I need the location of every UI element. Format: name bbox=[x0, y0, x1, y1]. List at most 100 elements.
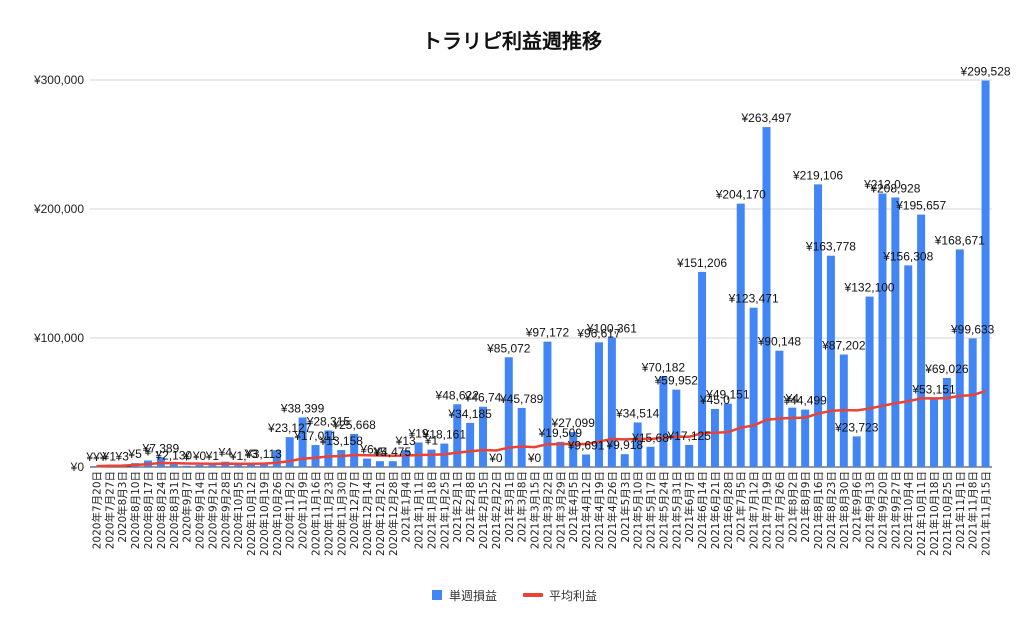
bar[interactable] bbox=[375, 461, 384, 467]
bar[interactable] bbox=[801, 409, 810, 467]
data-label: ¥34,514 bbox=[615, 406, 660, 420]
x-tick-label: 2021年9月20日 bbox=[876, 471, 889, 549]
bar[interactable] bbox=[298, 417, 307, 467]
chart-title: トラリピ利益週推移 bbox=[422, 29, 602, 53]
bar[interactable] bbox=[234, 465, 243, 467]
x-tick-label: 2021年3月29日 bbox=[554, 471, 567, 549]
bar[interactable] bbox=[607, 337, 616, 467]
bar[interactable] bbox=[594, 342, 603, 467]
bar[interactable] bbox=[775, 350, 784, 467]
x-tick-label: 2021年7月19日 bbox=[761, 471, 774, 549]
bar[interactable] bbox=[762, 127, 771, 467]
x-tick-label: 2020年12月28日 bbox=[387, 471, 400, 556]
bar[interactable] bbox=[569, 432, 578, 467]
bar[interactable] bbox=[981, 80, 990, 468]
bar[interactable] bbox=[247, 463, 256, 467]
x-tick-label: 2020年10月5日 bbox=[232, 471, 245, 549]
x-tick-label: 2021年8月2日 bbox=[786, 471, 799, 543]
bar[interactable] bbox=[698, 271, 707, 467]
bar[interactable] bbox=[633, 422, 642, 467]
data-label: ¥3 bbox=[115, 449, 130, 463]
bar[interactable] bbox=[955, 249, 964, 467]
bar[interactable] bbox=[504, 357, 513, 467]
x-tick-label: 2020年8月31日 bbox=[168, 471, 181, 549]
x-tick-label: 2021年8月9日 bbox=[799, 471, 812, 543]
data-label: ¥48,622 bbox=[435, 388, 480, 402]
bar[interactable] bbox=[659, 376, 668, 467]
bar[interactable] bbox=[556, 441, 565, 467]
bar[interactable] bbox=[401, 450, 410, 467]
data-label: ¥151,206 bbox=[676, 256, 727, 270]
bar[interactable] bbox=[646, 446, 655, 467]
bar[interactable] bbox=[736, 203, 745, 467]
bar[interactable] bbox=[904, 265, 913, 467]
data-label: ¥49,151 bbox=[705, 388, 750, 402]
x-tick-label: 2021年4月12日 bbox=[580, 471, 593, 549]
x-tick-label: 2020年12月7日 bbox=[348, 471, 361, 549]
x-tick-label: 2020年9月7日 bbox=[181, 471, 194, 543]
x-tick-label: 2020年10月26日 bbox=[271, 471, 284, 556]
x-tick-label: 2020年10月12日 bbox=[245, 471, 258, 556]
data-label: ¥44,499 bbox=[782, 394, 827, 408]
bar[interactable] bbox=[259, 462, 268, 467]
x-tick-label: 2021年10月25日 bbox=[941, 471, 954, 556]
bar[interactable] bbox=[917, 214, 926, 467]
bar[interactable] bbox=[543, 341, 552, 467]
x-tick-label: 2020年9月21日 bbox=[206, 471, 219, 549]
legend-label-line[interactable]: 平均利益 bbox=[549, 589, 597, 603]
bar[interactable] bbox=[826, 255, 835, 467]
data-label: ¥15,68 bbox=[631, 431, 669, 445]
x-tick-label: 2021年2月15日 bbox=[477, 471, 490, 549]
x-tick-label: 2021年4月5日 bbox=[567, 471, 580, 543]
bar[interactable] bbox=[466, 422, 475, 467]
bar[interactable] bbox=[723, 403, 732, 467]
legend-label-bar[interactable]: 単週損益 bbox=[449, 588, 497, 603]
bar[interactable] bbox=[852, 436, 861, 467]
bar[interactable] bbox=[285, 437, 294, 467]
y-axis-ticks: ¥0 ¥100,000 ¥200,000 ¥300,000 bbox=[33, 73, 84, 474]
data-label: ¥163,778 bbox=[805, 240, 856, 254]
legend[interactable]: 単週損益 平均利益 bbox=[432, 588, 597, 603]
bar[interactable] bbox=[324, 430, 333, 467]
bar[interactable] bbox=[479, 406, 488, 467]
data-label: ¥99,633 bbox=[950, 322, 995, 336]
x-tick-label: 2021年1月11日 bbox=[413, 471, 426, 549]
bar[interactable] bbox=[672, 389, 681, 467]
bar[interactable] bbox=[195, 465, 204, 467]
bar[interactable] bbox=[427, 449, 436, 467]
data-label: ¥4 bbox=[785, 392, 800, 406]
x-tick-label: 2021年8月30日 bbox=[838, 471, 851, 549]
bar[interactable] bbox=[350, 433, 359, 467]
bar[interactable] bbox=[749, 307, 758, 467]
bar[interactable] bbox=[685, 444, 694, 467]
bar[interactable] bbox=[388, 461, 397, 467]
bar[interactable] bbox=[517, 407, 526, 467]
bar[interactable] bbox=[788, 407, 797, 467]
bar[interactable] bbox=[182, 465, 191, 467]
bar[interactable] bbox=[620, 454, 629, 467]
bar[interactable] bbox=[942, 377, 951, 467]
bar[interactable] bbox=[453, 404, 462, 467]
bar[interactable] bbox=[208, 465, 217, 467]
bar[interactable] bbox=[92, 466, 101, 467]
bar[interactable] bbox=[710, 408, 719, 467]
bar[interactable] bbox=[337, 450, 346, 467]
data-label: ¥4 bbox=[218, 446, 233, 460]
bar[interactable] bbox=[169, 464, 178, 467]
bar[interactable] bbox=[930, 398, 939, 467]
x-tick-label: 2021年8月23日 bbox=[825, 471, 838, 549]
bar[interactable] bbox=[363, 458, 372, 467]
bar[interactable] bbox=[878, 193, 887, 467]
bar[interactable] bbox=[582, 454, 591, 468]
average-line[interactable] bbox=[96, 389, 986, 468]
data-label: ¥13,158 bbox=[319, 434, 364, 448]
data-label: ¥1 bbox=[102, 449, 117, 463]
bar[interactable] bbox=[272, 450, 281, 467]
bar[interactable] bbox=[865, 296, 874, 467]
bar[interactable] bbox=[311, 445, 320, 467]
bar[interactable] bbox=[814, 184, 823, 467]
bar[interactable] bbox=[891, 197, 900, 468]
data-label: ¥45,0 bbox=[699, 393, 730, 407]
bar[interactable] bbox=[968, 338, 977, 467]
